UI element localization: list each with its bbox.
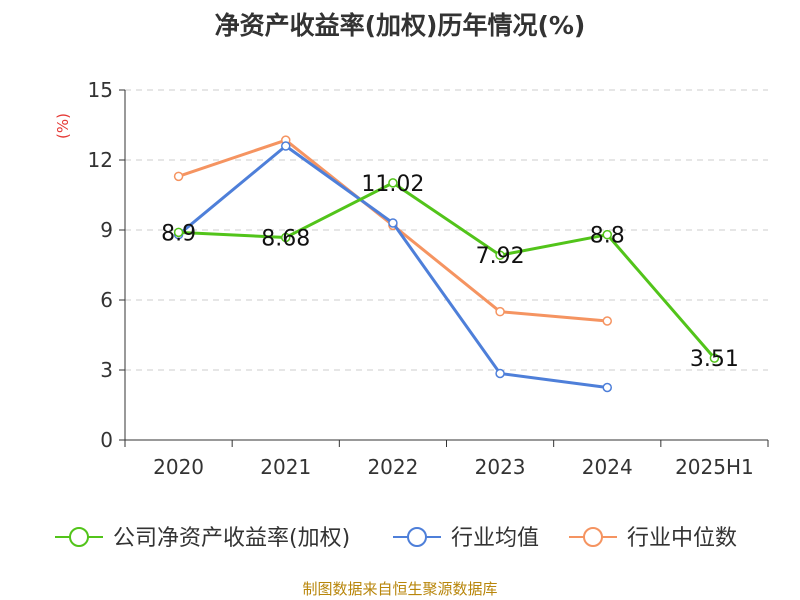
data-point[interactable]: [602, 229, 612, 240]
x-tick-label: 2020: [153, 455, 204, 479]
data-point[interactable]: [388, 218, 398, 228]
legend[interactable]: 公司净资产收益率(加权) 行业均值 行业中位数: [55, 526, 737, 551]
grid-lines: [125, 89, 768, 371]
data-point[interactable]: [173, 171, 184, 182]
series-line-0: [178, 181, 716, 360]
data-label: 11.02: [361, 172, 424, 197]
data-label: 7.92: [476, 244, 525, 269]
data-point[interactable]: [602, 316, 612, 326]
y-tick-label: 0: [100, 428, 113, 452]
legend-item-2[interactable]: 行业中位数: [569, 526, 737, 551]
legend-label: 行业中位数: [627, 526, 737, 551]
y-tick-label: 12: [88, 148, 113, 172]
y-axis-unit-label: (%): [54, 113, 72, 139]
legend-label: 行业均值: [451, 526, 539, 551]
y-tick-label: 3: [100, 358, 113, 382]
data-point[interactable]: [709, 353, 720, 363]
data-point[interactable]: [388, 178, 398, 188]
legend-swatch-marker: [69, 527, 89, 547]
x-tick-label: 2025H1: [675, 455, 754, 479]
legend-label: 公司净资产收益率(加权): [113, 526, 350, 551]
data-point[interactable]: [495, 368, 505, 379]
x-tick-label: 2022: [367, 455, 418, 479]
data-label: 8.9: [161, 221, 196, 246]
data-label: 3.51: [690, 347, 739, 372]
chart-title: 净资产收益率(加权)历年情况(%): [214, 11, 586, 40]
data-label: 8.8: [590, 224, 625, 249]
x-tick-label: 2024: [582, 455, 633, 479]
data-point[interactable]: [602, 382, 612, 393]
footer-source: 制图数据来自恒生聚源数据库: [302, 580, 498, 598]
y-tick-label: 15: [88, 78, 113, 102]
data-point[interactable]: [281, 141, 291, 151]
data-point[interactable]: [495, 306, 505, 317]
data-labels: 8.9 8.68 11.02 7.92 8.8 3.51: [161, 172, 739, 372]
series-line-2: [178, 138, 608, 323]
axes: 0 3 6 9 12 15 2020 2021 2022 2023 2024 2025H1: [88, 78, 769, 479]
y-tick-label: 9: [100, 218, 113, 242]
data-label: 8.68: [261, 226, 310, 251]
legend-item-1[interactable]: 行业均值: [393, 526, 539, 551]
y-tick-label: 6: [100, 288, 113, 312]
data-point[interactable]: [281, 232, 291, 243]
legend-swatch-marker: [407, 527, 427, 547]
x-tick-label: 2021: [260, 455, 311, 479]
x-tick-label: 2023: [475, 455, 526, 479]
series-lines: [173, 135, 720, 393]
data-point[interactable]: [173, 227, 184, 238]
data-point[interactable]: [495, 250, 505, 260]
legend-item-0[interactable]: 公司净资产收益率(加权): [55, 526, 350, 551]
legend-swatch-marker: [583, 527, 603, 547]
